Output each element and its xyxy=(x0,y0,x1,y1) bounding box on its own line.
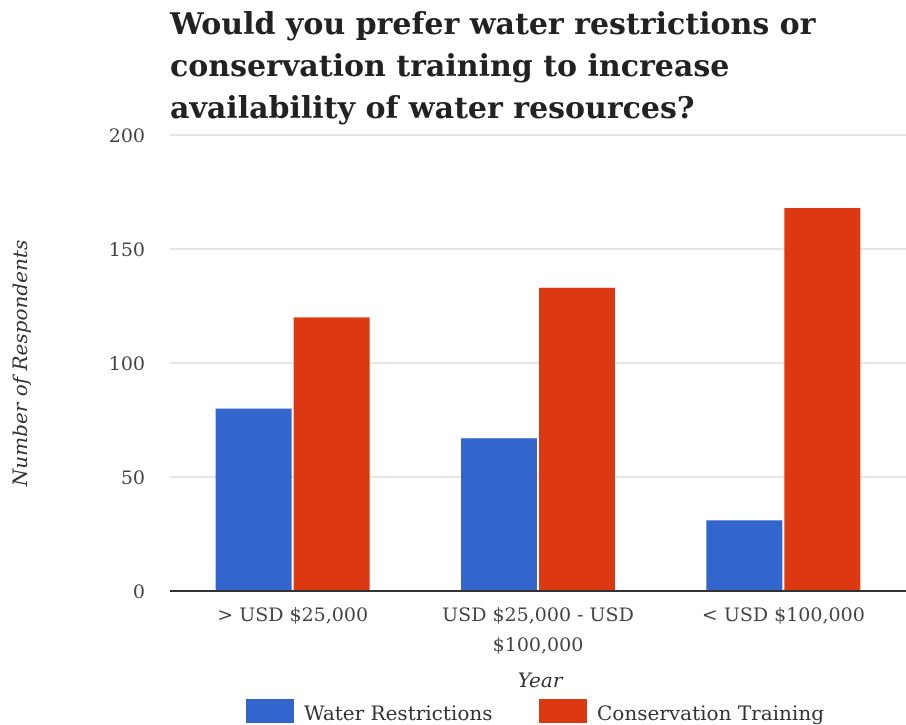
gridlines xyxy=(170,134,906,478)
y-axis-title: Number of Respondents xyxy=(8,240,32,487)
x-tick-label: USD $25,000 - USD $100,000 xyxy=(442,604,634,656)
bar-conservation-training xyxy=(539,287,615,591)
x-tick-label: < USD $100,000 xyxy=(702,604,865,626)
bar-water-restrictions xyxy=(706,520,783,591)
y-tick-label: 0 xyxy=(133,581,145,603)
bar-water-restrictions xyxy=(215,408,292,591)
legend-swatch xyxy=(539,699,587,723)
legend-label: Conservation Training xyxy=(597,701,824,725)
y-tick-label: 100 xyxy=(109,353,145,375)
y-tick-labels: 0 50 100 150 200 xyxy=(109,125,145,603)
bar-conservation-training xyxy=(784,207,861,591)
x-tick-label: > USD $25,000 xyxy=(217,604,368,626)
legend-label: Water Restrictions xyxy=(304,701,493,725)
x-axis-title: Year xyxy=(518,668,564,692)
x-tick-labels: > USD $25,000 USD $25,000 - USD $100,000 < … xyxy=(217,604,865,656)
y-tick-label: 200 xyxy=(109,125,145,147)
bar-conservation-training xyxy=(293,317,370,591)
y-tick-label: 150 xyxy=(109,239,145,261)
bars xyxy=(215,207,861,591)
legend-swatch xyxy=(246,699,294,723)
y-tick-label: 50 xyxy=(121,467,145,489)
legend: Water Restrictions Conservation Training xyxy=(246,699,824,725)
chart-title: Would you prefer water restrictions or c… xyxy=(170,7,816,126)
bar-water-restrictions xyxy=(461,438,537,591)
